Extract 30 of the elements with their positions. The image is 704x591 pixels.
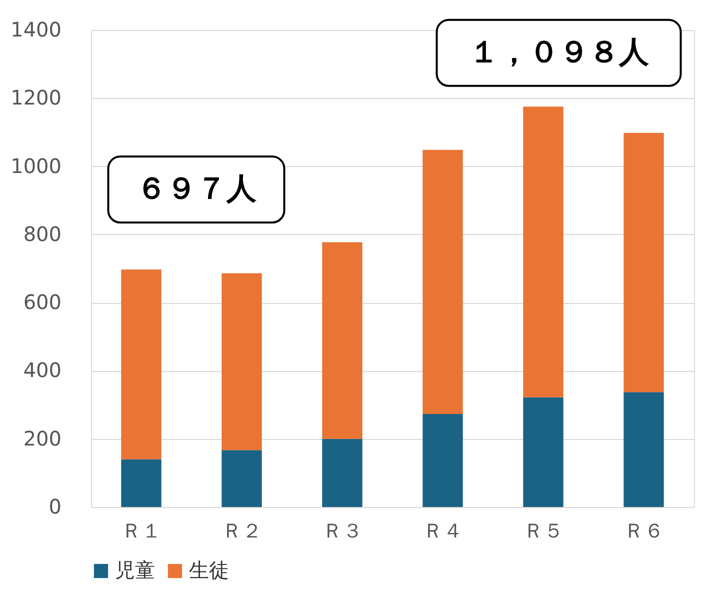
bar <box>121 459 162 507</box>
x-tick-label: Ｒ２ <box>222 518 262 542</box>
bar <box>624 392 664 507</box>
x-tick-label: Ｒ３ <box>322 518 362 542</box>
y-tick-label: 1000 <box>10 154 62 178</box>
bar <box>422 414 463 507</box>
y-tick-label: 1200 <box>10 86 62 110</box>
annotation: １，０９８人 <box>468 34 650 70</box>
legend-label: 生徒 <box>189 558 229 582</box>
bar <box>322 438 362 507</box>
bar <box>222 273 262 450</box>
bar <box>523 397 564 507</box>
y-tick-label: 400 <box>23 358 62 382</box>
bar <box>121 270 162 460</box>
x-tick-label: Ｒ６ <box>624 518 664 542</box>
bar <box>624 132 664 392</box>
bar <box>222 450 262 507</box>
y-tick-label: 0 <box>48 494 62 518</box>
annotation: ６９７人 <box>136 172 258 207</box>
bar <box>422 150 463 414</box>
bar <box>523 106 564 398</box>
x-tick-label: Ｒ４ <box>422 518 463 542</box>
legend-label: 児童 <box>115 558 155 582</box>
y-tick-label: 800 <box>23 222 62 246</box>
y-tick-label: 200 <box>23 426 62 450</box>
bar <box>322 242 362 439</box>
y-tick-label: 600 <box>23 290 62 314</box>
x-tick-label: Ｒ１ <box>121 518 162 542</box>
x-tick-label: Ｒ５ <box>523 518 564 542</box>
y-tick-label: 1400 <box>10 18 62 42</box>
